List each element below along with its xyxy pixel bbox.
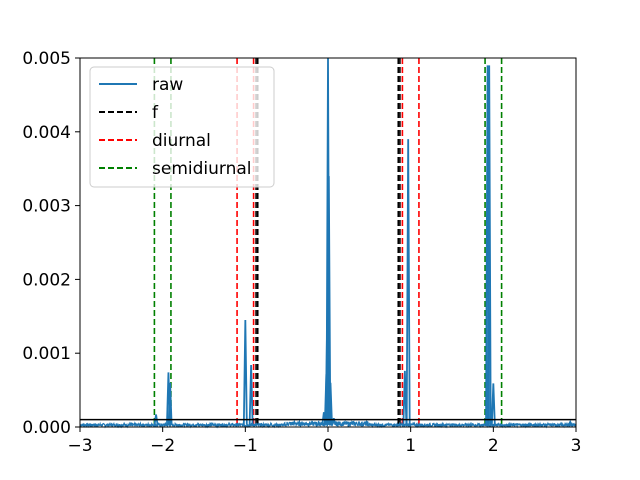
raw-peak-2: [167, 382, 173, 425]
legend-label-diurnal: diurnal: [152, 131, 211, 151]
raw-peak-11: [331, 417, 337, 425]
axis-ticks: −3 −2 −1 0 1 2 3 0.000 0.001 0.002 0.003 0.004 0.005: [22, 49, 581, 456]
legend-box: [89, 66, 275, 188]
x-tick-label: 1: [405, 436, 416, 456]
raw-peak-15: [486, 65, 492, 425]
raw-peak-3: [242, 319, 248, 425]
reference-vlines: [153, 58, 503, 427]
legend-label-f: f: [152, 103, 159, 123]
raw-peak-12: [402, 370, 408, 425]
raw-peak-10: [328, 382, 333, 425]
raw-peak-4: [248, 364, 254, 425]
raw-peak-9: [326, 176, 332, 425]
x-tick-label: 3: [571, 436, 582, 456]
x-tick-label: −3: [67, 436, 92, 456]
x-tick-label: 0: [323, 436, 334, 456]
legend-label-raw: raw: [152, 75, 183, 95]
y-tick-label: 0.000: [22, 418, 71, 438]
raw-peak-0: [153, 414, 159, 425]
y-tick-label: 0.002: [22, 270, 71, 290]
y-tick-label: 0.004: [22, 123, 71, 143]
x-tick-label: −2: [150, 436, 175, 456]
raw-peak-17: [567, 419, 573, 426]
legend-label-semidiurnal: semidiurnal: [152, 159, 252, 179]
x-tick-label: −1: [233, 436, 258, 456]
y-tick-label: 0.005: [22, 49, 71, 69]
y-tick-label: 0.001: [22, 344, 71, 364]
y-tick-label: 0.003: [22, 197, 71, 217]
legend: raw f diurnal semidiurnal: [89, 66, 275, 188]
raw-peak-16: [490, 383, 496, 425]
raw-peak-13: [405, 139, 411, 425]
x-tick-label: 2: [488, 436, 499, 456]
